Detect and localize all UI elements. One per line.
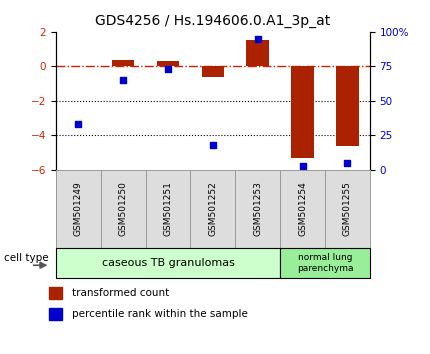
Point (299, 163, 306, 169)
FancyBboxPatch shape (280, 170, 325, 248)
Text: GSM501249: GSM501249 (74, 182, 83, 236)
Bar (49, 308, 62, 320)
FancyBboxPatch shape (101, 170, 146, 248)
Text: caseous TB granulomas: caseous TB granulomas (101, 258, 234, 268)
Text: percentile rank within the sample: percentile rank within the sample (72, 309, 248, 319)
Point (254, 36, 261, 42)
Point (120, 77, 126, 83)
FancyBboxPatch shape (146, 170, 190, 248)
Bar (157, 61, 179, 67)
FancyBboxPatch shape (56, 248, 280, 278)
FancyBboxPatch shape (325, 170, 370, 248)
Text: GSM501254: GSM501254 (298, 182, 307, 236)
Text: cell type: cell type (4, 253, 49, 263)
Title: GDS4256 / Hs.194606.0.A1_3p_at: GDS4256 / Hs.194606.0.A1_3p_at (95, 14, 331, 28)
Point (209, 142, 216, 148)
Bar (202, 67, 224, 77)
Point (75, 121, 82, 127)
Point (165, 66, 172, 72)
FancyBboxPatch shape (56, 170, 101, 248)
Text: GSM501255: GSM501255 (343, 181, 352, 236)
Text: GSM501252: GSM501252 (209, 182, 217, 236)
Text: GSM501250: GSM501250 (119, 181, 128, 236)
FancyBboxPatch shape (235, 170, 280, 248)
Text: GSM501251: GSM501251 (163, 181, 172, 236)
Text: transformed count: transformed count (72, 288, 169, 298)
Point (344, 160, 351, 166)
Text: GSM501253: GSM501253 (253, 181, 262, 236)
Bar (292, 67, 314, 158)
Bar (49, 287, 62, 299)
Bar (246, 40, 269, 67)
Bar (336, 67, 359, 146)
Bar (112, 60, 135, 67)
FancyBboxPatch shape (190, 170, 235, 248)
Text: normal lung
parenchyma: normal lung parenchyma (297, 253, 353, 273)
FancyBboxPatch shape (280, 248, 370, 278)
